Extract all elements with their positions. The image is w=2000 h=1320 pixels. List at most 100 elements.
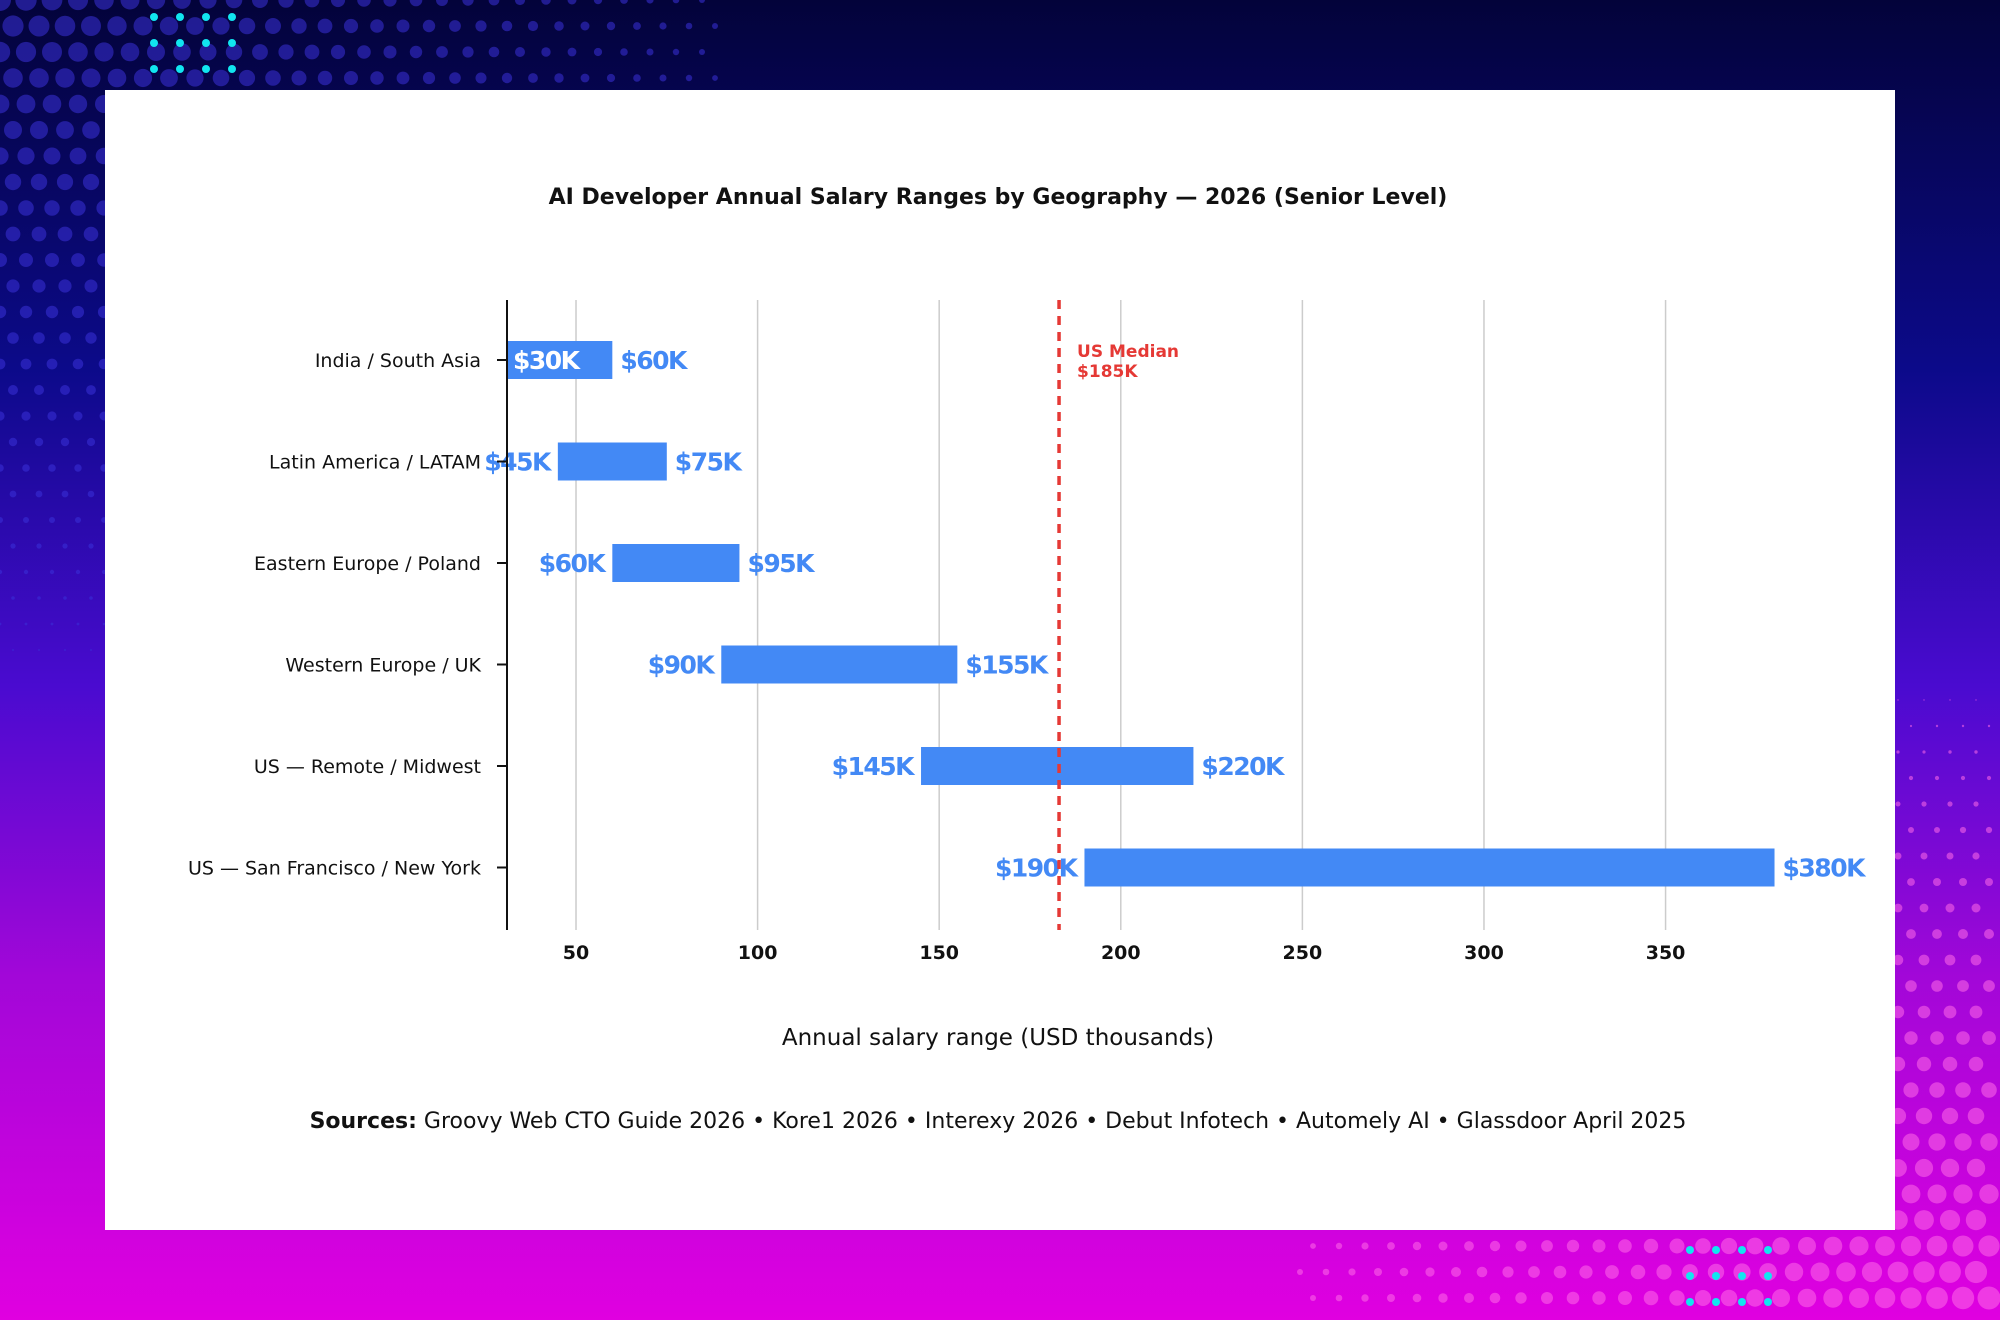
halftone-dot (1425, 1267, 1435, 1277)
halftone-dot (1985, 878, 1993, 886)
halftone-dot (1895, 801, 1901, 807)
halftone-dot (449, 72, 461, 84)
halftone-dot (49, 569, 55, 575)
halftone-dot (646, 48, 654, 56)
range-bar (557, 442, 667, 481)
halftone-dot (475, 20, 487, 32)
halftone-dot (199, 43, 217, 61)
halftone-dot (580, 21, 590, 31)
halftone-dot (1971, 903, 1981, 913)
halftone-dot (238, 69, 256, 87)
halftone-dot (1387, 1294, 1395, 1302)
halftone-dot (1489, 1240, 1501, 1252)
halftone-dot (8, 437, 18, 447)
halftone-dot (19, 253, 33, 267)
halftone-dot (63, 596, 67, 600)
halftone-dot (85, 332, 97, 344)
accent-dot (176, 13, 184, 21)
halftone-dot (1929, 1082, 1945, 1098)
halftone-dot (1566, 1239, 1580, 1253)
halftone-dot (1982, 1031, 1996, 1045)
halftone-dot (1931, 980, 1943, 992)
halftone-dot (1906, 929, 1916, 939)
halftone-dot (1630, 1264, 1646, 1280)
halftone-dot (62, 543, 68, 549)
halftone-dot (1887, 1261, 1909, 1283)
halftone-dot (7, 332, 19, 344)
halftone-dot (1897, 699, 1899, 701)
low-value-label: $45K (484, 448, 553, 477)
halftone-dot (265, 70, 281, 86)
halftone-dot (1915, 1107, 1933, 1125)
low-value-label: $190K (995, 854, 1080, 883)
halftone-dot (8, 385, 18, 395)
halftone-dot (0, 147, 9, 165)
halftone-dot (1643, 1290, 1659, 1306)
halftone-dot (712, 75, 718, 81)
halftone-dot (0, 41, 11, 63)
category-label: Latin America / LATAM (269, 452, 481, 474)
halftone-dot (60, 385, 70, 395)
halftone-dot (1361, 1242, 1369, 1250)
halftone-dot (55, 68, 75, 88)
halftone-dot (541, 47, 551, 57)
accent-dot (150, 13, 158, 21)
halftone-dot (1947, 801, 1953, 807)
halftone-dot (5, 226, 21, 242)
x-tick-label: 250 (1283, 942, 1323, 964)
halftone-dot (1412, 1241, 1422, 1251)
accent-dot (1686, 1246, 1694, 1254)
halftone-dot (102, 622, 106, 626)
range-bar (612, 544, 740, 582)
halftone-dot (83, 226, 99, 242)
halftone-dot (1772, 1289, 1790, 1307)
halftone-dot (67, 0, 89, 11)
halftone-dot (0, 0, 11, 11)
halftone-dot (1934, 775, 1940, 781)
halftone-dot (24, 622, 28, 626)
halftone-dot (2, 15, 24, 37)
halftone-dot (1913, 1261, 1935, 1283)
halftone-dot (47, 411, 57, 421)
halftone-dot (1438, 1241, 1448, 1251)
halftone-dot (1797, 1288, 1817, 1308)
halftone-dot (15, 0, 37, 11)
halftone-dot (147, 43, 165, 61)
halftone-dot (291, 70, 307, 86)
accent-dot (176, 65, 184, 73)
halftone-dot (56, 121, 74, 139)
halftone-dot (1643, 1238, 1659, 1254)
halftone-dot (1310, 1295, 1316, 1301)
halftone-dot (304, 44, 320, 60)
accent-dot (202, 39, 210, 47)
halftone-dot (712, 23, 718, 29)
halftone-dot (1987, 724, 1991, 728)
halftone-dot (1502, 1266, 1514, 1278)
halftone-dot (20, 358, 32, 370)
halftone-dot (4, 121, 22, 139)
halftone-dot (1874, 1287, 1896, 1309)
halftone-dot (606, 21, 616, 31)
halftone-dot (1980, 1133, 1998, 1151)
high-value-label: $75K (675, 448, 744, 477)
range-bar (1084, 848, 1775, 887)
halftone-dot (330, 44, 346, 60)
halftone-dot (0, 517, 3, 523)
halftone-dot (28, 15, 50, 37)
halftone-dot (94, 0, 114, 10)
halftone-dot (186, 69, 204, 87)
accent-dot (1738, 1298, 1746, 1306)
halftone-dot (9, 490, 17, 498)
high-value-label: $95K (747, 549, 816, 578)
halftone-dot (1940, 1158, 1960, 1178)
halftone-dot (1974, 750, 1978, 754)
halftone-dot (0, 411, 5, 421)
halftone-dot (1977, 1286, 2000, 1310)
category-label: Eastern Europe / Poland (254, 553, 481, 575)
halftone-dot (74, 464, 82, 472)
halftone-dot (620, 0, 628, 4)
halftone-dot (90, 649, 92, 651)
halftone-dot (1969, 1005, 1983, 1019)
low-value-label: $30K (513, 346, 582, 375)
halftone-dot (49, 517, 55, 523)
